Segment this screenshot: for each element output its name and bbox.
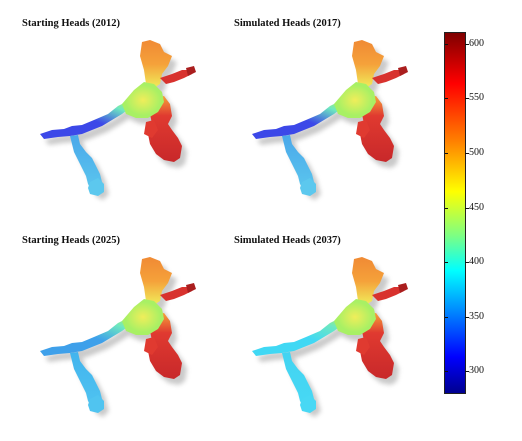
lower-branch-tip — [300, 178, 316, 196]
lower-branch-tip — [88, 178, 104, 196]
lower-branch-tip — [88, 395, 104, 413]
model-domain-map — [40, 40, 196, 200]
south-lobe — [356, 120, 370, 138]
central-junction — [334, 299, 376, 335]
east-arm-tip — [186, 283, 196, 293]
colorbar-tick-inner — [445, 371, 448, 372]
central-junction — [122, 299, 164, 335]
central-junction — [334, 82, 376, 118]
colorbar-tick — [465, 153, 469, 154]
colorbar-tick — [465, 262, 469, 263]
model-domain-map — [252, 257, 408, 417]
model-domain-map — [40, 257, 196, 417]
west-branch — [252, 319, 342, 356]
colorbar-tick — [465, 98, 469, 99]
colorbar-tick-inner — [445, 44, 448, 45]
colorbar-tick-inner — [445, 262, 448, 263]
panel-title: Starting Heads (2012) — [22, 18, 120, 29]
north-branch — [352, 40, 384, 88]
east-arm-tip — [186, 66, 196, 76]
lower-branch-tip — [300, 395, 316, 413]
east-arm — [372, 287, 404, 301]
west-branch — [252, 102, 342, 139]
map-panel-2012: Starting Heads (2012) — [22, 18, 222, 218]
map-panel-2025: Starting Heads (2025) — [22, 235, 222, 435]
colorbar-gradient — [444, 32, 466, 394]
colorbar-tick-inner — [445, 98, 448, 99]
map-panel-2017: Simulated Heads (2017) — [234, 18, 434, 218]
colorbar-tick-inner — [445, 317, 448, 318]
map-panel-2037: Simulated Heads (2037) — [234, 235, 434, 435]
east-arm-tip — [398, 283, 408, 293]
south-lobe — [356, 337, 370, 355]
south-lobe — [144, 337, 158, 355]
panel-title: Starting Heads (2025) — [22, 235, 120, 246]
north-branch — [140, 40, 172, 88]
east-arm — [372, 70, 404, 84]
colorbar-tick — [465, 371, 469, 372]
model-domain-map — [252, 40, 408, 200]
east-arm-tip — [398, 66, 408, 76]
panel-title: Simulated Heads (2037) — [234, 235, 341, 246]
central-junction — [122, 82, 164, 118]
colorbar-tick-inner — [445, 208, 448, 209]
panel-title: Simulated Heads (2017) — [234, 18, 341, 29]
colorbar-tick — [465, 44, 469, 45]
colorbar-tick-label: 400 — [469, 256, 484, 267]
colorbar-tick-inner — [445, 153, 448, 154]
west-branch — [40, 102, 130, 139]
colorbar-tick-label: 450 — [469, 202, 484, 213]
colorbar-tick-label: 350 — [469, 311, 484, 322]
colorbar-tick-label: 600 — [469, 38, 484, 49]
south-lobe — [144, 120, 158, 138]
west-branch — [40, 319, 130, 356]
east-arm — [160, 287, 192, 301]
colorbar-tick — [465, 208, 469, 209]
colorbar-tick-label: 300 — [469, 365, 484, 376]
east-arm — [160, 70, 192, 84]
colorbar-tick — [465, 317, 469, 318]
north-branch — [352, 257, 384, 305]
north-branch — [140, 257, 172, 305]
colorbar-tick-label: 500 — [469, 147, 484, 158]
colorbar-tick-label: 550 — [469, 92, 484, 103]
colorbar: 600 550 500 450 400 350 300 — [444, 32, 484, 394]
